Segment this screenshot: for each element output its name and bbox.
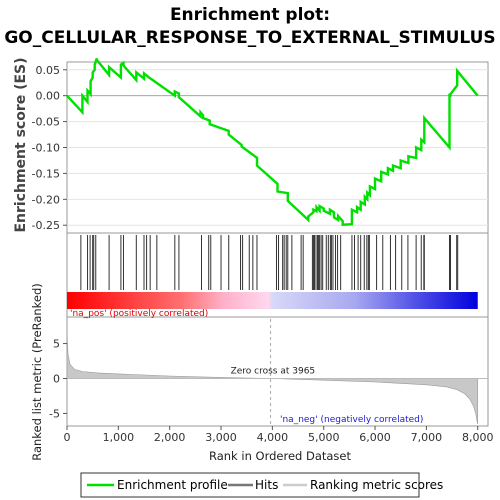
es-tick-label: -0.10 bbox=[32, 142, 60, 155]
metric-tick-label: -5 bbox=[49, 407, 60, 420]
legend-label-enrichment: Enrichment profile bbox=[117, 478, 228, 492]
metric-y-axis-ticks: 5 0 -5 bbox=[49, 338, 67, 420]
legend-label-hits: Hits bbox=[255, 478, 278, 492]
x-axis-label: Rank in Ordered Dataset bbox=[209, 449, 352, 463]
x-tick-label: 5,000 bbox=[308, 431, 340, 444]
enrichment-profile-line bbox=[66, 58, 479, 226]
x-tick-label: 8,000 bbox=[462, 431, 494, 444]
hit-markers bbox=[80, 235, 459, 290]
rank-color-bar bbox=[67, 292, 478, 309]
metric-y-axis-label: Ranked list metric (PreRanked) bbox=[30, 283, 44, 461]
es-tick-label: 0.00 bbox=[36, 90, 61, 103]
positive-correlation-label: 'na_pos' (positively correlated) bbox=[70, 309, 208, 319]
es-tick-label: -0.25 bbox=[32, 219, 60, 232]
es-tick-label: -0.20 bbox=[32, 193, 60, 206]
x-axis-ticks: 0 1,000 2,000 3,000 4,000 5,000 6,000 7,000 8,00… bbox=[64, 426, 494, 444]
es-y-axis-label: Enrichment score (ES) bbox=[13, 57, 29, 232]
x-tick-label: 4,000 bbox=[257, 431, 289, 444]
es-tick-label: -0.05 bbox=[32, 116, 60, 129]
x-tick-label: 2,000 bbox=[154, 431, 186, 444]
es-tick-label: 0.05 bbox=[36, 64, 61, 77]
legend-label-metric: Ranking metric scores bbox=[310, 478, 443, 492]
chart-title-line2: GO_CELLULAR_RESPONSE_TO_EXTERNAL_STIMULU… bbox=[4, 28, 495, 48]
x-tick-label: 6,000 bbox=[359, 431, 391, 444]
zero-cross-label: Zero cross at 3965 bbox=[231, 366, 316, 376]
plot-frame bbox=[66, 61, 489, 427]
negative-correlation-label: 'na_neg' (negatively correlated) bbox=[280, 415, 423, 425]
x-tick-label: 0 bbox=[64, 431, 71, 444]
x-tick-label: 7,000 bbox=[411, 431, 443, 444]
x-tick-label: 3,000 bbox=[205, 431, 237, 444]
es-y-axis-ticks: 0.05 0.00 -0.05 -0.10 -0.15 -0.20 -0.25 bbox=[32, 64, 67, 232]
chart-title-line1: Enrichment plot: bbox=[170, 5, 330, 25]
metric-tick-label: 5 bbox=[53, 338, 60, 351]
es-tick-label: -0.15 bbox=[32, 167, 60, 180]
metric-tick-label: 0 bbox=[53, 372, 60, 385]
x-tick-label: 1,000 bbox=[103, 431, 135, 444]
